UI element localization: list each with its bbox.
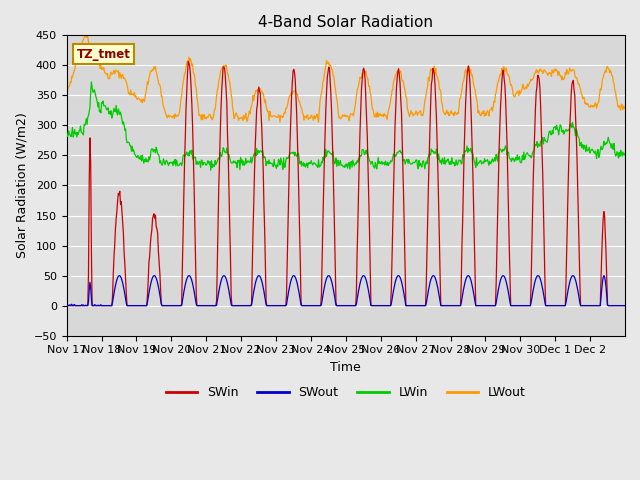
Text: TZ_tmet: TZ_tmet — [77, 48, 131, 61]
X-axis label: Time: Time — [330, 361, 361, 374]
Y-axis label: Solar Radiation (W/m2): Solar Radiation (W/m2) — [15, 113, 28, 258]
Title: 4-Band Solar Radiation: 4-Band Solar Radiation — [259, 15, 433, 30]
Legend: SWin, SWout, LWin, LWout: SWin, SWout, LWin, LWout — [161, 382, 531, 405]
